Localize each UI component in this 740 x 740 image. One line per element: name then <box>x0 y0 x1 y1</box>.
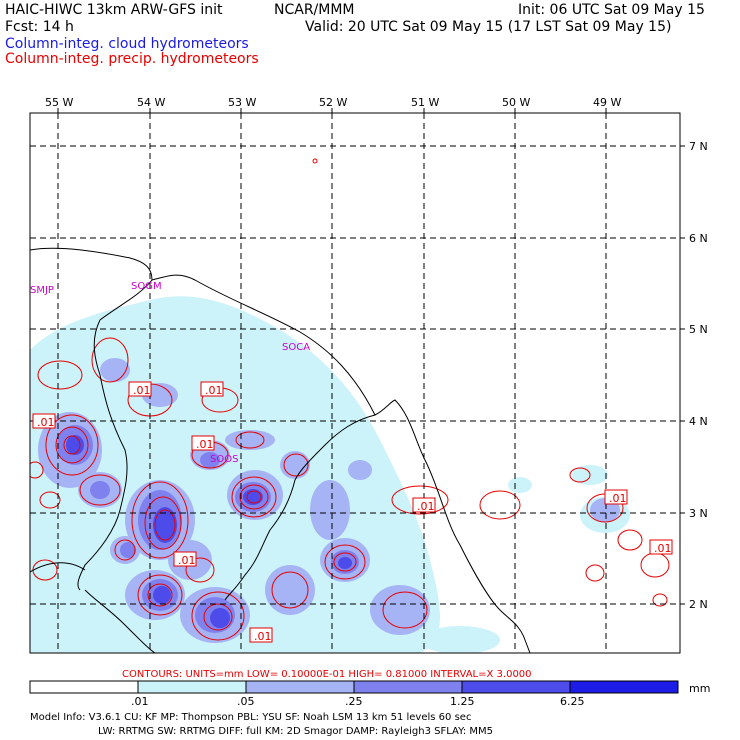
contour-label: .01 <box>254 630 272 643</box>
lat-label: 7 N <box>689 140 708 153</box>
lat-label: 6 N <box>689 232 708 245</box>
contour-label: .01 <box>609 492 627 505</box>
lon-label: 50 W <box>502 96 531 109</box>
legend-precip: Column-integ. precip. hydrometeors <box>5 51 259 67</box>
lon-label: 51 W <box>411 96 440 109</box>
colorbar-tick: 1.25 <box>450 695 475 708</box>
lon-label: 52 W <box>319 96 348 109</box>
station-label: SOCA <box>282 342 311 353</box>
forecast-hour: Fcst: 14 h <box>5 19 74 35</box>
lat-label: 5 N <box>689 323 708 336</box>
contour-label: .01 <box>654 542 672 555</box>
colorbar-tick: .05 <box>237 695 255 708</box>
colorbar-unit: mm <box>689 682 711 695</box>
station-label: SMJP <box>30 285 54 296</box>
lat-label: 2 N <box>689 598 708 611</box>
axis-ticks <box>57 108 685 605</box>
map-frame <box>29 112 681 654</box>
contour-info: CONTOURS: UNITS=mm LOW= 0.10000E-01 HIGH… <box>122 669 532 680</box>
contour-label: .01 <box>37 416 55 429</box>
legend-cloud: Column-integ. cloud hydrometeors <box>5 36 249 52</box>
station-label: SOGM <box>131 281 162 292</box>
contour-label-boxes <box>32 381 673 643</box>
contour-label: .01 <box>196 438 214 451</box>
contour-label: .01 <box>133 384 151 397</box>
coastline <box>30 247 531 653</box>
contour-label: .01 <box>178 554 196 567</box>
contour-label: .01 <box>417 500 435 513</box>
lat-label: 4 N <box>689 415 708 428</box>
station-label: SOOS <box>210 454 239 465</box>
colorbar-tick: .25 <box>345 695 363 708</box>
model-info-line2: LW: RRTMG SW: RRTMG DIFF: full KM: 2D Sm… <box>98 726 494 737</box>
org-label: NCAR/MMM <box>274 2 355 18</box>
lat-label: 3 N <box>689 507 708 520</box>
lon-label: 49 W <box>593 96 622 109</box>
lon-label: 55 W <box>45 96 74 109</box>
contour-label: .01 <box>205 384 223 397</box>
init-time: Init: 06 UTC Sat 09 May 15 <box>518 2 705 18</box>
colorbar-tick: 6.25 <box>560 695 585 708</box>
valid-time: Valid: 20 UTC Sat 09 May 15 (17 LST Sat … <box>305 19 672 35</box>
model-title: HAIC-HIWC 13km ARW-GFS init <box>5 2 223 18</box>
model-info-line1: Model Info: V3.6.1 CU: KF MP: Thompson P… <box>30 712 472 723</box>
lat-lon-grid <box>30 113 680 653</box>
colorbar-tick: .01 <box>131 695 149 708</box>
cloud-shading <box>30 296 630 653</box>
lon-label: 54 W <box>137 96 166 109</box>
lon-label: 53 W <box>228 96 257 109</box>
